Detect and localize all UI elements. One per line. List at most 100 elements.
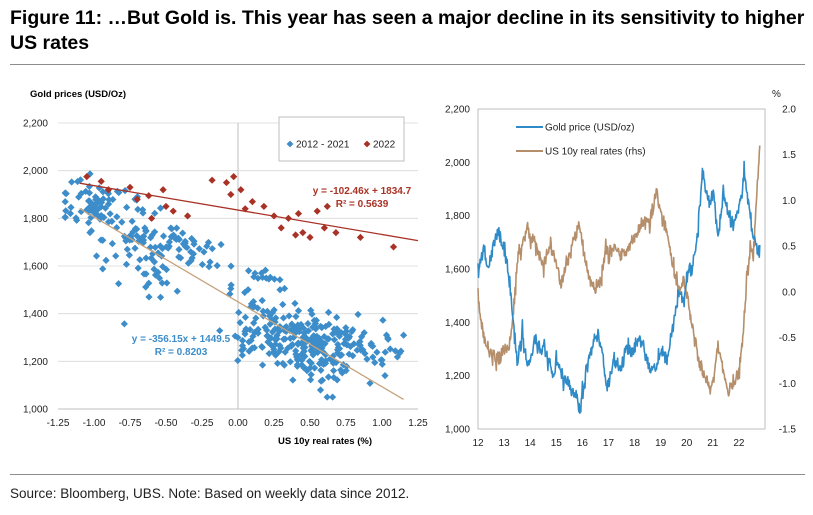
scatter-point-2012-2021 bbox=[61, 213, 69, 221]
x-tick-label: 17 bbox=[603, 438, 615, 449]
scatter-point-2012-2021 bbox=[369, 342, 377, 350]
trendline-2022 bbox=[79, 182, 419, 242]
scatter-point-2012-2021 bbox=[342, 327, 351, 335]
scatter-point-2012-2021 bbox=[99, 195, 107, 203]
scatter-point-2012-2021 bbox=[205, 263, 213, 271]
x-tick-label: 13 bbox=[499, 438, 511, 449]
y-left-tick-label: 2,200 bbox=[445, 105, 470, 116]
y-tick-label: 1,800 bbox=[23, 214, 48, 225]
scatter-point-2012-2021 bbox=[177, 254, 185, 262]
scatter-point-2012-2021 bbox=[92, 252, 101, 260]
scatter-point-2012-2021 bbox=[251, 269, 259, 277]
scatter-point-2022 bbox=[299, 229, 307, 237]
scatter-point-2012-2021 bbox=[353, 346, 361, 354]
legend-marker-2022 bbox=[363, 140, 371, 148]
scatter-point-2012-2021 bbox=[345, 333, 354, 341]
scatter-point-2012-2021 bbox=[304, 327, 313, 335]
source-note: Source: Bloomberg, UBS. Note: Based on w… bbox=[10, 486, 410, 501]
scatter-point-2022 bbox=[83, 173, 91, 181]
scatter-point-2012-2021 bbox=[324, 308, 333, 317]
scatter-point-2012-2021 bbox=[391, 347, 399, 355]
scatter-point-2012-2021 bbox=[349, 326, 357, 334]
scatter-point-2022 bbox=[389, 243, 398, 251]
x-tick-label: 16 bbox=[577, 438, 589, 449]
scatter-point-2012-2021 bbox=[306, 376, 315, 384]
scatter-point-2012-2021 bbox=[400, 331, 408, 339]
scatter-point-2012-2021 bbox=[285, 312, 293, 320]
scatter-point-2012-2021 bbox=[75, 193, 83, 201]
scatter-point-2012-2021 bbox=[292, 347, 300, 355]
scatter-point-2012-2021 bbox=[142, 226, 150, 235]
y-tick-label: 1,400 bbox=[23, 309, 48, 320]
scatter-point-2012-2021 bbox=[266, 312, 274, 320]
scatter-point-2012-2021 bbox=[162, 265, 171, 274]
scatter-point-2012-2021 bbox=[280, 361, 288, 369]
scatter-point-2012-2021 bbox=[66, 209, 75, 218]
scatter-point-2012-2021 bbox=[254, 274, 262, 282]
scatter-point-2022 bbox=[320, 224, 328, 232]
scatter-point-2012-2021 bbox=[89, 200, 97, 208]
scatter-point-2012-2021 bbox=[168, 225, 176, 233]
scatter-point-2012-2021 bbox=[307, 359, 315, 367]
x-tick-label: 22 bbox=[733, 438, 745, 449]
scatter-point-2012-2021 bbox=[276, 341, 284, 350]
scatter-point-2012-2021 bbox=[312, 334, 320, 342]
scatter-point-2022 bbox=[145, 192, 153, 200]
scatter-point-2012-2021 bbox=[145, 293, 153, 301]
scatter-point-2012-2021 bbox=[349, 352, 357, 360]
x-axis-title: US 10y real rates (%) bbox=[278, 436, 372, 447]
scatter-point-2012-2021 bbox=[268, 309, 277, 317]
scatter-point-2012-2021 bbox=[307, 306, 315, 314]
scatter-point-2012-2021 bbox=[242, 325, 250, 333]
scatter-point-2012-2021 bbox=[276, 286, 284, 294]
scatter-point-2012-2021 bbox=[270, 348, 278, 356]
scatter-point-2012-2021 bbox=[105, 200, 113, 208]
y-right-tick-label: 1.5 bbox=[782, 150, 796, 161]
equation-2012-2021: y = -356.15x + 1449.5 bbox=[132, 334, 231, 345]
scatter-point-2012-2021 bbox=[381, 348, 389, 356]
scatter-point-2022 bbox=[208, 176, 216, 184]
x-tick-label: 0.25 bbox=[264, 418, 284, 429]
scatter-point-2022 bbox=[292, 231, 300, 239]
scatter-point-2012-2021 bbox=[367, 339, 375, 348]
scatter-point-2012-2021 bbox=[238, 342, 247, 350]
x-tick-label: -0.75 bbox=[119, 418, 142, 429]
y-right-tick-label: 0.5 bbox=[782, 242, 796, 253]
scatter-point-2022 bbox=[237, 186, 245, 194]
scatter-point-2012-2021 bbox=[329, 352, 337, 360]
top-divider bbox=[10, 64, 805, 65]
scatter-point-2012-2021 bbox=[226, 290, 234, 298]
scatter-point-2012-2021 bbox=[386, 345, 394, 353]
y-right-tick-label: -0.5 bbox=[779, 333, 797, 344]
scatter-point-2012-2021 bbox=[93, 199, 101, 208]
scatter-point-2012-2021 bbox=[164, 244, 172, 252]
scatter-point-2012-2021 bbox=[258, 361, 267, 369]
scatter-point-2012-2021 bbox=[188, 234, 196, 243]
scatter-point-2012-2021 bbox=[270, 275, 279, 283]
scatter-point-2012-2021 bbox=[250, 319, 258, 327]
scatter-point-2012-2021 bbox=[247, 336, 255, 345]
scatter-point-2012-2021 bbox=[301, 364, 310, 373]
scatter-point-2012-2021 bbox=[354, 310, 362, 319]
scatter-point-2022 bbox=[148, 214, 156, 222]
scatter-point-2012-2021 bbox=[381, 372, 389, 380]
scatter-point-2012-2021 bbox=[329, 359, 337, 367]
scatter-point-2022 bbox=[159, 186, 167, 194]
line-series-real-rates bbox=[477, 145, 761, 397]
scatter-point-2022 bbox=[227, 190, 235, 199]
scatter-point-2012-2021 bbox=[187, 248, 195, 256]
scatter-point-2012-2021 bbox=[330, 367, 338, 375]
scatter-point-2012-2021 bbox=[187, 257, 195, 265]
scatter-point-2012-2021 bbox=[261, 266, 270, 274]
legend-label-real-rates: US 10y real rates (rhs) bbox=[545, 147, 646, 158]
scatter-point-2012-2021 bbox=[61, 198, 69, 206]
scatter-point-2012-2021 bbox=[320, 332, 328, 341]
scatter-point-2012-2021 bbox=[179, 229, 187, 237]
x-tick-label: 21 bbox=[707, 438, 719, 449]
scatter-point-2012-2021 bbox=[395, 349, 404, 357]
scatter-point-2012-2021 bbox=[342, 324, 350, 332]
scatter-point-2012-2021 bbox=[123, 245, 131, 253]
scatter-point-2012-2021 bbox=[279, 335, 288, 343]
scatter-point-2012-2021 bbox=[321, 340, 329, 348]
scatter-point-2012-2021 bbox=[133, 232, 141, 240]
